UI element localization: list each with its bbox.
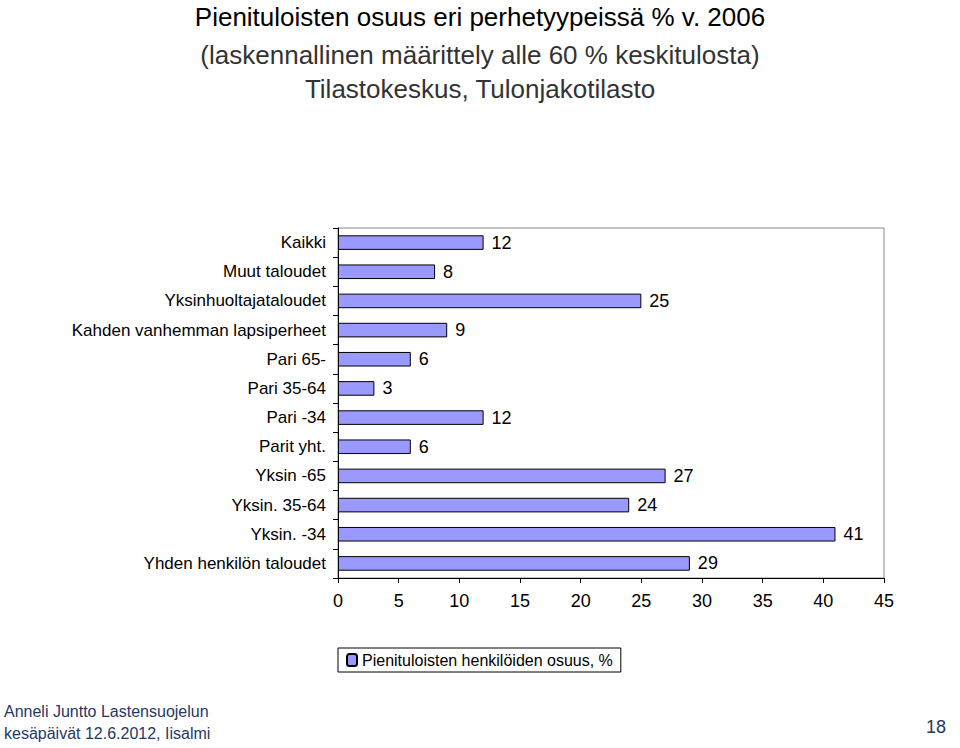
- svg-text:24: 24: [637, 495, 657, 515]
- svg-text:30: 30: [692, 591, 712, 611]
- svg-text:kesäpäivät 12.6.2012, Iisalmi: kesäpäivät 12.6.2012, Iisalmi: [4, 725, 210, 742]
- svg-text:41: 41: [843, 524, 863, 544]
- svg-text:35: 35: [753, 591, 773, 611]
- svg-text:Pienituloisten osuus eri perhe: Pienituloisten osuus eri perhetyypeissä …: [195, 2, 765, 32]
- svg-text:8: 8: [443, 262, 453, 282]
- svg-text:40: 40: [813, 591, 833, 611]
- svg-text:27: 27: [674, 466, 694, 486]
- svg-text:Yksinhuoltajataloudet: Yksinhuoltajataloudet: [164, 291, 326, 310]
- svg-text:Yksin. -34: Yksin. -34: [250, 525, 326, 544]
- svg-text:Parit yht.: Parit yht.: [259, 437, 326, 456]
- svg-text:Yksin. 35-64: Yksin. 35-64: [232, 496, 327, 515]
- svg-text:9: 9: [455, 320, 465, 340]
- svg-text:0: 0: [333, 591, 343, 611]
- svg-text:12: 12: [492, 408, 512, 428]
- svg-text:18: 18: [926, 717, 946, 737]
- svg-text:Anneli Juntto Lastensuojelun: Anneli Juntto Lastensuojelun: [4, 703, 209, 720]
- svg-text:Kaikki: Kaikki: [281, 233, 326, 252]
- svg-text:Yksin -65: Yksin -65: [255, 466, 326, 485]
- svg-text:6: 6: [419, 437, 429, 457]
- svg-text:29: 29: [698, 553, 718, 573]
- svg-text:15: 15: [510, 591, 530, 611]
- svg-text:Pari 35-64: Pari 35-64: [248, 379, 326, 398]
- svg-text:(laskennallinen määrittely all: (laskennallinen määrittely alle 60 % kes…: [200, 40, 759, 70]
- svg-text:12: 12: [492, 233, 512, 253]
- svg-text:45: 45: [874, 591, 894, 611]
- svg-text:Pienituloisten henkilöiden osu: Pienituloisten henkilöiden osuus, %: [362, 652, 613, 669]
- svg-text:25: 25: [649, 291, 669, 311]
- svg-text:5: 5: [394, 591, 404, 611]
- svg-text:3: 3: [382, 378, 392, 398]
- svg-text:Yhden henkilön taloudet: Yhden henkilön taloudet: [144, 554, 327, 573]
- svg-text:Muut taloudet: Muut taloudet: [223, 262, 326, 281]
- svg-text:Kahden vanhemman lapsiperheet: Kahden vanhemman lapsiperheet: [72, 321, 327, 340]
- svg-text:10: 10: [449, 591, 469, 611]
- svg-text:6: 6: [419, 349, 429, 369]
- svg-text:Pari 65-: Pari 65-: [266, 350, 326, 369]
- svg-text:25: 25: [631, 591, 651, 611]
- svg-text:Tilastokeskus, Tulonjakotilast: Tilastokeskus, Tulonjakotilasto: [305, 74, 655, 104]
- svg-text:20: 20: [571, 591, 591, 611]
- svg-text:Pari -34: Pari -34: [266, 408, 326, 427]
